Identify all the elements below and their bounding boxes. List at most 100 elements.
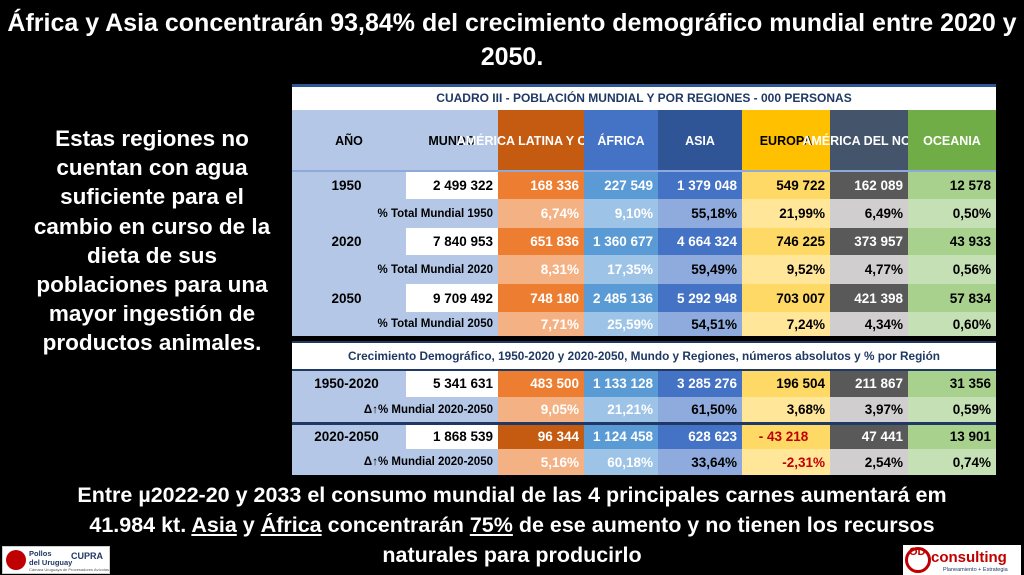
region-value: 162 089	[830, 172, 908, 199]
region-growth-value: 1 124 458	[584, 424, 658, 449]
column-header: ÁFRICA	[584, 110, 658, 172]
row-year-label: 2050	[292, 284, 406, 312]
table-divider	[292, 369, 996, 371]
column-header: OCEANIA	[908, 110, 996, 172]
consulting-subtitle: Planeamiento + Estrategia	[943, 567, 1008, 573]
region-growth-value: 483 500	[498, 369, 584, 397]
bottom-line-1: Entre µ2022-20 y 2033 el consumo mundial…	[77, 483, 947, 507]
table-divider	[292, 170, 996, 172]
column-header: EUROPA	[742, 110, 830, 172]
logo-line-2: del Uruguay	[29, 558, 73, 567]
region-value: 1 360 677	[584, 228, 658, 255]
cupra-logo: Pollos del Uruguay CUPRA Cámara Uruguaya …	[2, 546, 110, 574]
region-growth-value: 628 623	[658, 424, 742, 449]
region-growth-percent: 61,50%	[658, 397, 742, 422]
region-percent: 0,50%	[908, 199, 996, 228]
region-value: 1 379 048	[658, 172, 742, 199]
region-value: 373 957	[830, 228, 908, 255]
region-growth-percent: 0,59%	[908, 397, 996, 422]
od-circle-icon	[905, 547, 931, 573]
region-growth-percent: 9,05%	[498, 397, 584, 422]
world-value: 7 840 953	[406, 228, 498, 255]
region-value: 421 398	[830, 284, 908, 312]
region-percent: 9,10%	[584, 199, 658, 228]
region-percent: 9,52%	[742, 255, 830, 284]
region-value: 4 664 324	[658, 228, 742, 255]
region-growth-percent: 33,64%	[658, 449, 742, 475]
region-growth-percent: 3,97%	[830, 397, 908, 422]
consulting-brand: consulting	[931, 549, 1007, 566]
logo-subtitle: Cámara Uruguaya de Procesadores Avícolas	[29, 567, 109, 572]
asia-underlined: Asia	[191, 513, 237, 537]
region-growth-percent: 5,16%	[498, 449, 584, 475]
left-commentary: Estas regiones no cuentan con agua sufic…	[33, 126, 271, 356]
region-value: 227 549	[584, 172, 658, 199]
region-growth-value: 1 133 128	[584, 369, 658, 397]
period-label: 2020-2050	[292, 424, 406, 449]
region-percent: 54,51%	[658, 312, 742, 336]
region-growth-percent: 0,74%	[908, 449, 996, 475]
region-value: 549 722	[742, 172, 830, 199]
region-percent: 25,59%	[584, 312, 658, 336]
region-growth-value: 196 504	[742, 369, 830, 397]
column-header: ASIA	[658, 110, 742, 172]
region-value: 57 834	[908, 284, 996, 312]
region-value: 5 292 948	[658, 284, 742, 312]
logo-brand: CUPRA	[71, 551, 104, 561]
logo-line-1: Pollos	[29, 549, 52, 558]
logo-text: Pollos del Uruguay	[29, 549, 72, 567]
period-label: 1950-2020	[292, 369, 406, 397]
row-year-label: 2020	[292, 228, 406, 255]
region-growth-value: - 43 218	[742, 424, 830, 449]
region-value: 746 225	[742, 228, 830, 255]
region-value: 168 336	[498, 172, 584, 199]
region-growth-value: 13 901	[908, 424, 996, 449]
region-percent: 17,35%	[584, 255, 658, 284]
slide-title: África y Asia concentrarán 93,84% del cr…	[7, 9, 1017, 71]
region-growth-percent: 3,68%	[742, 397, 830, 422]
region-growth-percent: 21,21%	[584, 397, 658, 422]
region-value: 43 933	[908, 228, 996, 255]
africa-underlined: África	[260, 513, 322, 537]
growth-table-title: Crecimiento Demográfico, 1950-2020 y 202…	[292, 341, 996, 367]
region-value: 703 007	[742, 284, 830, 312]
region-percent: 59,49%	[658, 255, 742, 284]
world-growth-value: 1 868 539	[406, 424, 498, 449]
bottom-text-part: concentrarán	[321, 513, 470, 537]
growth-percent-label: Δ↑% Mundial 2020-2050	[292, 449, 498, 475]
region-percent: 7,71%	[498, 312, 584, 336]
region-percent: 6,49%	[830, 199, 908, 228]
region-percent: 55,18%	[658, 199, 742, 228]
bottom-line-2: 41.984 kt. Asia y África concentrarán 75…	[10, 510, 1014, 540]
world-value: 2 499 322	[406, 172, 498, 199]
growth-table: Crecimiento Demográfico, 1950-2020 y 202…	[292, 341, 996, 475]
region-growth-percent: -2,31%	[742, 449, 830, 475]
bottom-commentary: Entre µ2022-20 y 2033 el consumo mundial…	[10, 480, 1014, 570]
percent-underlined: 75%	[469, 513, 513, 537]
region-value: 651 836	[498, 228, 584, 255]
region-percent: 21,99%	[742, 199, 830, 228]
population-table-title: CUADRO III - POBLACIÓN MUNDIAL Y POR REG…	[292, 84, 996, 110]
region-percent: 6,74%	[498, 199, 584, 228]
bottom-text-part: de ese aumento y no tienen los recursos	[512, 513, 935, 537]
bottom-text-part: 41.984 kt.	[89, 513, 192, 537]
bottom-line-3: naturales para producirlo	[382, 543, 642, 567]
percent-row-label: % Total Mundial 2020	[292, 255, 498, 284]
region-growth-percent: 2,54%	[830, 449, 908, 475]
region-growth-value: 211 867	[830, 369, 908, 397]
percent-row-label: % Total Mundial 2050	[292, 312, 498, 336]
region-growth-percent: 60,18%	[584, 449, 658, 475]
region-value: 748 180	[498, 284, 584, 312]
region-percent: 7,24%	[742, 312, 830, 336]
column-header: MUNDO	[406, 110, 498, 172]
region-growth-value: 3 285 276	[658, 369, 742, 397]
column-header: AÑO	[292, 110, 406, 172]
table-divider	[292, 422, 996, 425]
region-percent: 0,60%	[908, 312, 996, 336]
od-mark: OD	[909, 546, 926, 558]
region-percent: 4,77%	[830, 255, 908, 284]
region-value: 2 485 136	[584, 284, 658, 312]
percent-row-label: % Total Mundial 1950	[292, 199, 498, 228]
region-value: 12 578	[908, 172, 996, 199]
region-percent: 8,31%	[498, 255, 584, 284]
